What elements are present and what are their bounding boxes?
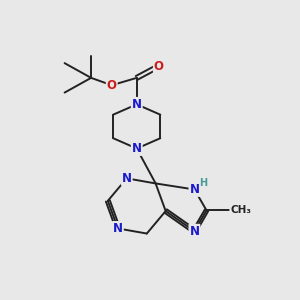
Text: N: N — [132, 98, 142, 111]
Text: N: N — [113, 222, 123, 235]
Text: CH₃: CH₃ — [230, 206, 251, 215]
Text: O: O — [107, 79, 117, 92]
Text: H: H — [199, 178, 207, 188]
Text: N: N — [189, 183, 200, 196]
Text: N: N — [122, 172, 132, 185]
Text: N: N — [132, 142, 142, 155]
Text: O: O — [154, 60, 164, 73]
Text: N: N — [189, 225, 200, 238]
